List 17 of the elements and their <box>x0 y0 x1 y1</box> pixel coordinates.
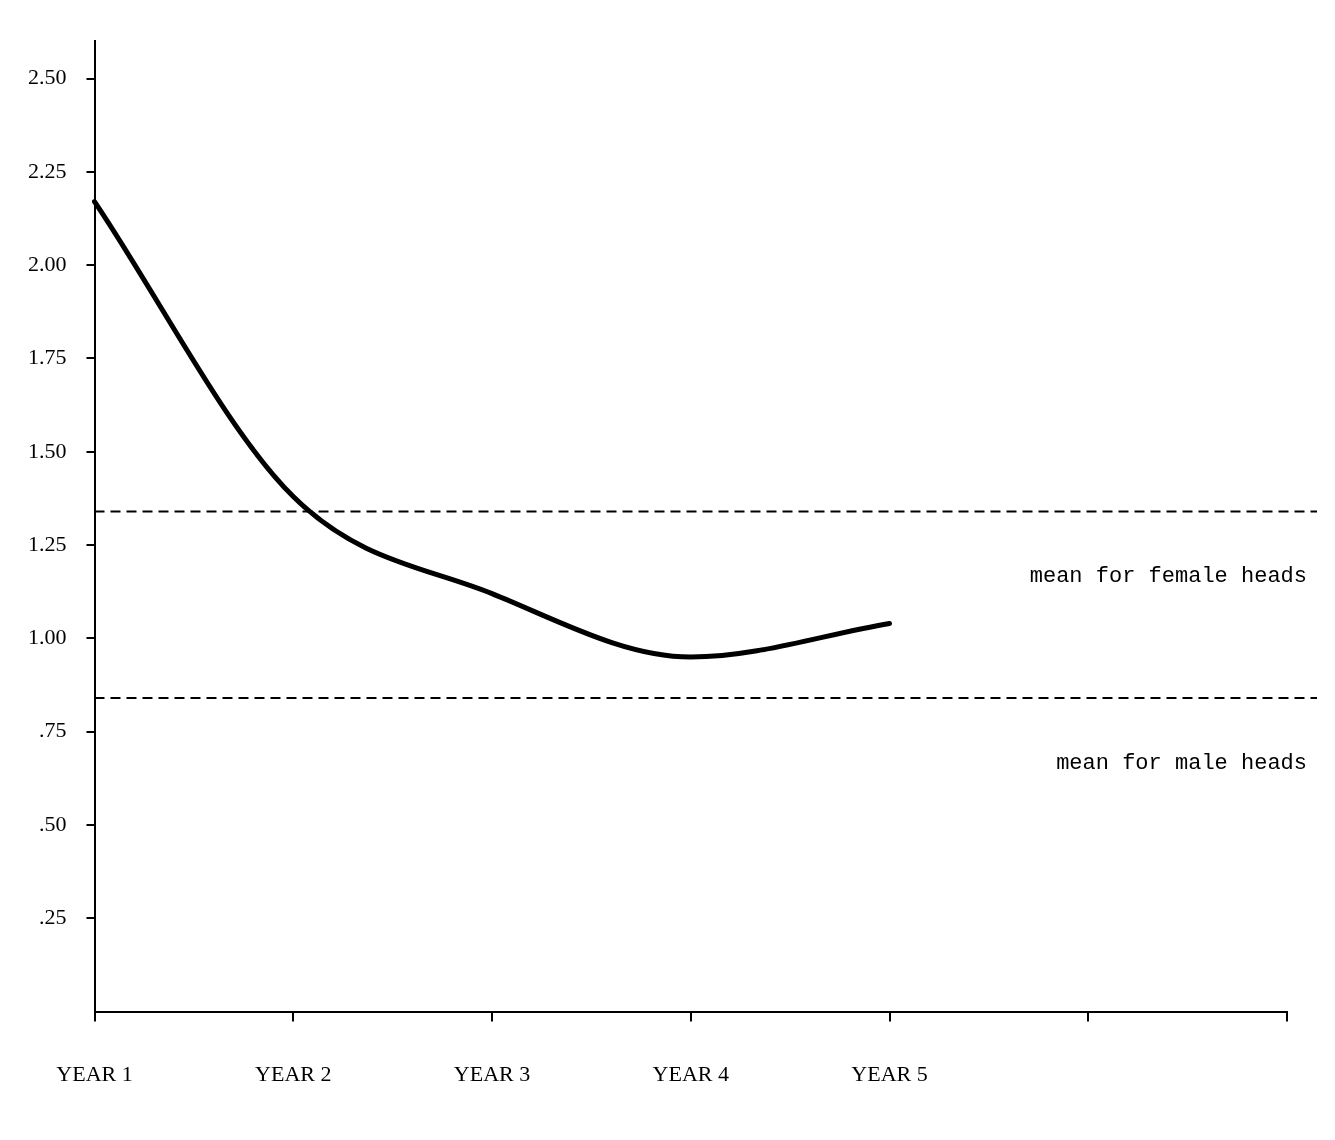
y-tick-label: 2.25 <box>28 157 67 183</box>
y-tick-label: 2.00 <box>28 250 67 276</box>
y-tick-label: .75 <box>39 717 67 743</box>
x-tick-label: YEAR 4 <box>652 1060 729 1086</box>
x-tick-label: YEAR 1 <box>56 1060 133 1086</box>
x-tick-label: YEAR 2 <box>255 1060 332 1086</box>
y-tick-label: .25 <box>39 904 67 930</box>
y-tick-label: .50 <box>39 810 67 836</box>
ref-line-label: mean for male heads <box>1056 750 1307 776</box>
y-tick-label: 1.75 <box>28 344 67 370</box>
y-tick-label: 1.25 <box>28 530 67 556</box>
y-tick-label: 1.00 <box>28 624 67 650</box>
y-tick-label: 2.50 <box>28 64 67 90</box>
y-tick-label: 1.50 <box>28 437 67 463</box>
ref-line-label: mean for female heads <box>1029 564 1307 590</box>
x-tick-label: YEAR 3 <box>453 1060 531 1086</box>
x-tick-label: YEAR 5 <box>851 1060 928 1086</box>
